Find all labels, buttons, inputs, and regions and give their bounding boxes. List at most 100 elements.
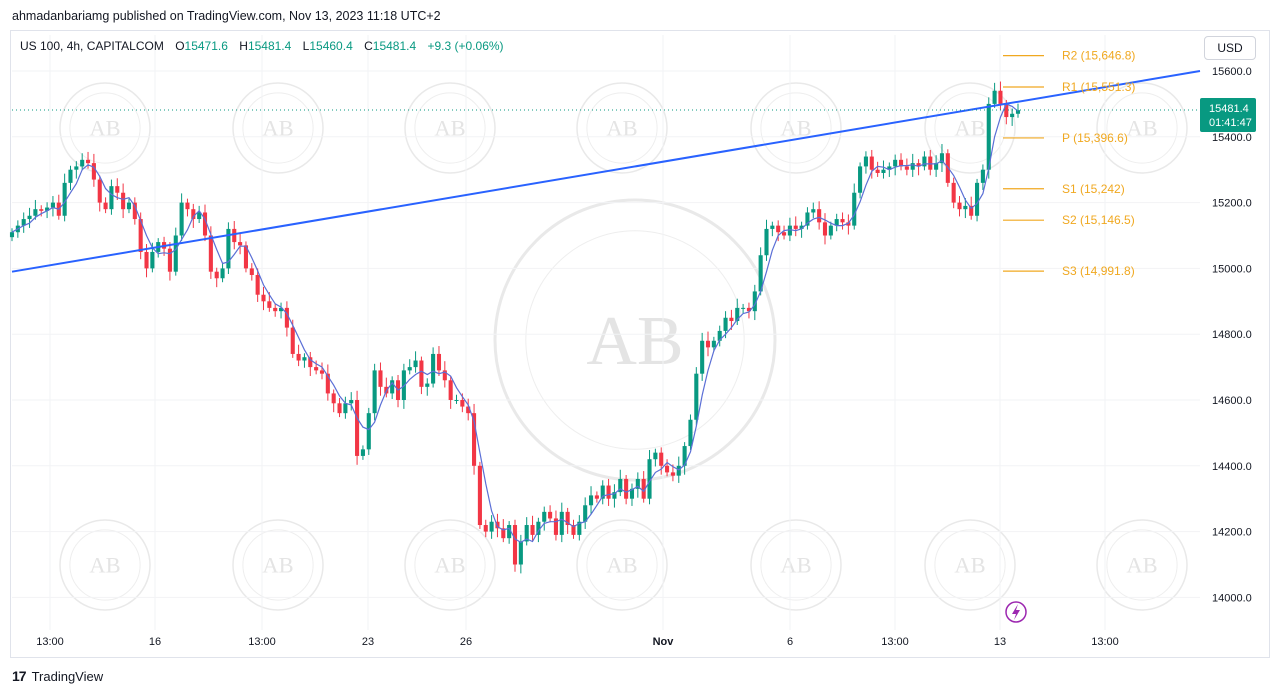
candle-body (840, 219, 845, 223)
candle (822, 213, 828, 245)
candle (337, 398, 342, 418)
watermark-monogram: AB (586, 303, 683, 380)
candle-body (700, 340, 705, 374)
candle (571, 519, 576, 539)
candle-body (881, 169, 886, 173)
candle-body (460, 400, 465, 407)
candle-body (624, 478, 629, 499)
candle-body (173, 235, 178, 272)
candle-body (454, 400, 459, 401)
candle-body (425, 383, 430, 387)
candle (840, 212, 845, 230)
candle (360, 445, 365, 460)
last-price-tag: 15481.4 01:41:47 (1200, 98, 1256, 133)
candle (302, 353, 307, 368)
candle-body (723, 317, 728, 331)
candle-body (50, 202, 55, 208)
ma-line (11, 103, 1019, 543)
candle-body (869, 156, 874, 170)
candle (934, 155, 939, 177)
candle-body (62, 182, 67, 216)
candle-body (548, 511, 553, 519)
candle-body (998, 90, 1003, 104)
candle (308, 351, 313, 376)
candle-body (542, 511, 547, 522)
candle (407, 359, 412, 375)
candle-body (308, 357, 313, 368)
candle-body (530, 525, 535, 535)
chart-frame[interactable] (10, 30, 1270, 658)
candle-body (600, 485, 605, 499)
candle-body (957, 202, 962, 210)
candle-body (167, 248, 172, 272)
price-tick-label: 15200.0 (1212, 198, 1252, 210)
price-tick-label: 14600.0 (1212, 395, 1252, 407)
candle (858, 162, 863, 199)
watermark-monogram: AB (1126, 553, 1157, 578)
candle (904, 158, 909, 176)
candle (975, 178, 980, 222)
pivot-label: S1 (15,242) (1062, 182, 1125, 196)
candle-body (232, 228, 237, 243)
candle-body (992, 90, 997, 104)
candle-body (68, 169, 73, 183)
candle (126, 198, 132, 214)
candle-body (822, 222, 828, 236)
candles (9, 81, 1021, 574)
candle (863, 151, 868, 174)
candle-body (413, 360, 418, 368)
candle (986, 97, 991, 179)
candle (746, 302, 752, 319)
candle-body (74, 166, 79, 170)
candle-body (91, 163, 96, 180)
candle-body (85, 159, 91, 164)
candle (431, 347, 436, 388)
time-tick-label: 13 (994, 636, 1006, 648)
candle (343, 396, 348, 419)
candle (202, 204, 208, 242)
candle (325, 364, 330, 401)
candle (799, 221, 804, 238)
candle (314, 360, 319, 375)
candle-body (109, 186, 114, 210)
candle-body (442, 370, 447, 381)
candle (214, 267, 219, 288)
candle (21, 212, 26, 233)
candle (355, 390, 360, 465)
candle-body (296, 353, 301, 361)
candle-body (80, 159, 85, 167)
candle (1010, 108, 1015, 126)
drawings: R2 (15,646.8) R1 (15,551.3) P (15,396.6) S1… (11, 49, 1201, 278)
candle-body (1010, 113, 1015, 118)
change-value: +9.3 (+0.06%) (427, 39, 504, 53)
axes: 15600.0 15400.0 15200.0 15000.0 14800.0 14600… (36, 66, 1256, 648)
candle-body (243, 245, 249, 269)
candle-body (27, 215, 32, 220)
currency-button[interactable]: USD (1204, 36, 1256, 60)
candle-body (741, 307, 746, 309)
candle-body (694, 373, 699, 420)
candle (62, 173, 67, 222)
candle-body (9, 232, 15, 238)
candle-body (571, 525, 576, 535)
moving-average (11, 103, 1019, 543)
candle (939, 144, 945, 173)
candle (477, 461, 482, 529)
candle-body (337, 403, 342, 414)
candle-body (343, 403, 348, 414)
candle (524, 517, 529, 546)
candle-body (565, 511, 570, 526)
candle-body (893, 159, 898, 167)
candle (27, 207, 32, 228)
candle (507, 521, 512, 544)
open-value: 15471.6 (184, 39, 228, 53)
time-tick-label: 13:00 (1091, 636, 1119, 648)
candle-body (682, 446, 687, 466)
candle (553, 510, 558, 541)
candle (764, 219, 769, 261)
candle (963, 197, 968, 219)
candle-body (536, 521, 541, 535)
candle (483, 519, 488, 538)
candle (600, 480, 605, 505)
